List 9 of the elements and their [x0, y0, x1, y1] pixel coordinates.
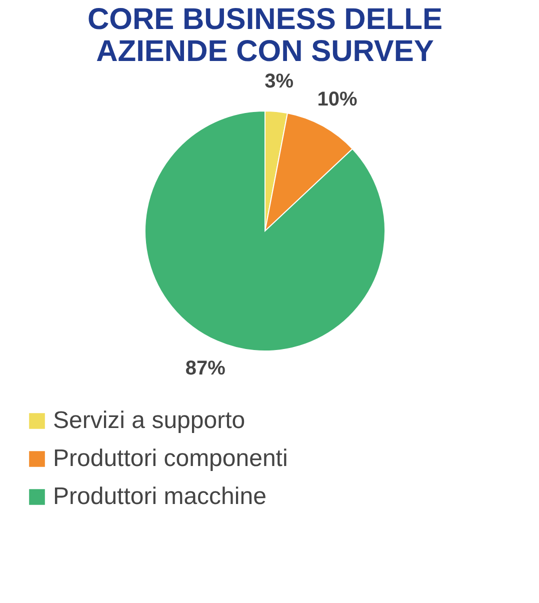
pie-slice — [144, 110, 386, 352]
data-label: 3% — [264, 70, 294, 93]
legend-label: Servizi a supporto — [53, 407, 246, 434]
text: AZIENDE CON SURVEY — [96, 35, 434, 68]
legend-label: Produttori componenti — [53, 445, 288, 472]
data-label: 87% — [185, 358, 226, 380]
legend-label: Produttori macchine — [53, 483, 266, 510]
data-label: 10% — [317, 88, 358, 111]
text: CORE BUSINESS DELLE — [87, 3, 443, 36]
